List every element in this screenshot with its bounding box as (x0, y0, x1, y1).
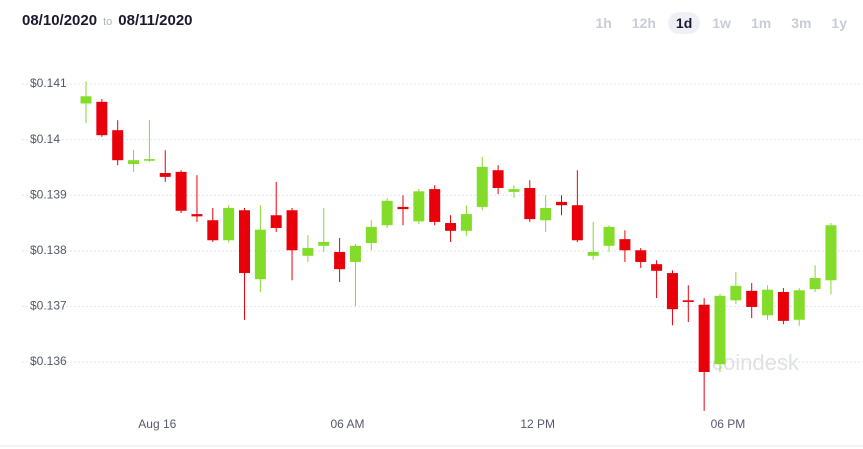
date-to[interactable]: 08/11/2020 (118, 12, 193, 29)
candle-body (746, 290, 758, 307)
date-from[interactable]: 08/10/2020 (22, 12, 98, 29)
x-tick-label: 06 PM (711, 417, 746, 431)
candle-body (381, 200, 393, 226)
candle-body (349, 245, 361, 262)
candle-body (825, 225, 837, 281)
candle-body (524, 187, 536, 220)
date-range: 08/10/2020 to 08/11/2020 (22, 12, 193, 29)
candle-body (476, 166, 488, 207)
y-tick-label: $0.138 (30, 243, 67, 257)
candle-body (492, 170, 504, 188)
range-buttons: 1h 12h 1d 1w 1m 3m 1y (587, 12, 855, 34)
candle-body (413, 191, 425, 222)
candle-body (762, 289, 774, 316)
range-button[interactable]: 1d (667, 12, 701, 34)
candle-body (666, 273, 678, 310)
range-button[interactable]: 3m (791, 15, 812, 31)
date-sep: to (103, 16, 113, 28)
candle-body (730, 285, 742, 301)
y-tick-label: $0.136 (30, 354, 67, 368)
candle-body (682, 300, 694, 302)
candle-body (207, 220, 219, 241)
candle-body (143, 159, 155, 161)
candle-body (112, 130, 124, 161)
candle-body (651, 264, 663, 271)
y-tick-label: $0.137 (30, 299, 67, 313)
candle-body (619, 239, 631, 251)
candle-body (460, 214, 472, 231)
candle-body (128, 160, 140, 165)
candle-body (223, 208, 235, 241)
candle-body (635, 250, 647, 262)
candle-body (445, 223, 457, 231)
range-button[interactable]: 1m (750, 15, 772, 31)
candle-body (239, 210, 250, 274)
candle-body (429, 189, 441, 222)
candle-body (96, 101, 108, 136)
candle-body (603, 226, 615, 246)
candle-body (270, 215, 282, 229)
watermark: coindesk (712, 350, 800, 375)
candle-body (809, 278, 821, 290)
candle-body (698, 304, 710, 373)
candle-body (397, 206, 409, 210)
candle-body (571, 205, 583, 241)
candle-body (587, 251, 599, 256)
candle-body (318, 241, 330, 246)
candle-body (365, 226, 377, 244)
y-tick-label: $0.14 (30, 132, 60, 146)
range-button[interactable]: 1h (595, 15, 612, 31)
x-tick-label: Aug 16 (138, 417, 176, 431)
range-button[interactable]: 12h (631, 15, 656, 31)
x-tick-label: 06 AM (331, 417, 365, 431)
candle-body (556, 201, 567, 206)
candle-body (540, 208, 552, 221)
candle-body (793, 290, 805, 320)
candle-body (334, 251, 346, 270)
candle-body (302, 248, 314, 256)
candle-body (508, 189, 520, 192)
candle-body (714, 295, 726, 365)
range-button[interactable]: 1y (831, 15, 847, 31)
candle-body (777, 291, 789, 321)
candle-body (254, 229, 266, 280)
y-tick-label: $0.141 (30, 76, 67, 90)
candle-body (159, 172, 171, 177)
x-tick-label: 12 PM (520, 417, 555, 431)
candle-body (191, 214, 203, 217)
candle-body (286, 210, 298, 251)
candle-body (175, 171, 187, 211)
y-tick-label: $0.139 (30, 187, 67, 201)
range-button[interactable]: 1w (712, 15, 731, 31)
candle-body (80, 96, 92, 104)
